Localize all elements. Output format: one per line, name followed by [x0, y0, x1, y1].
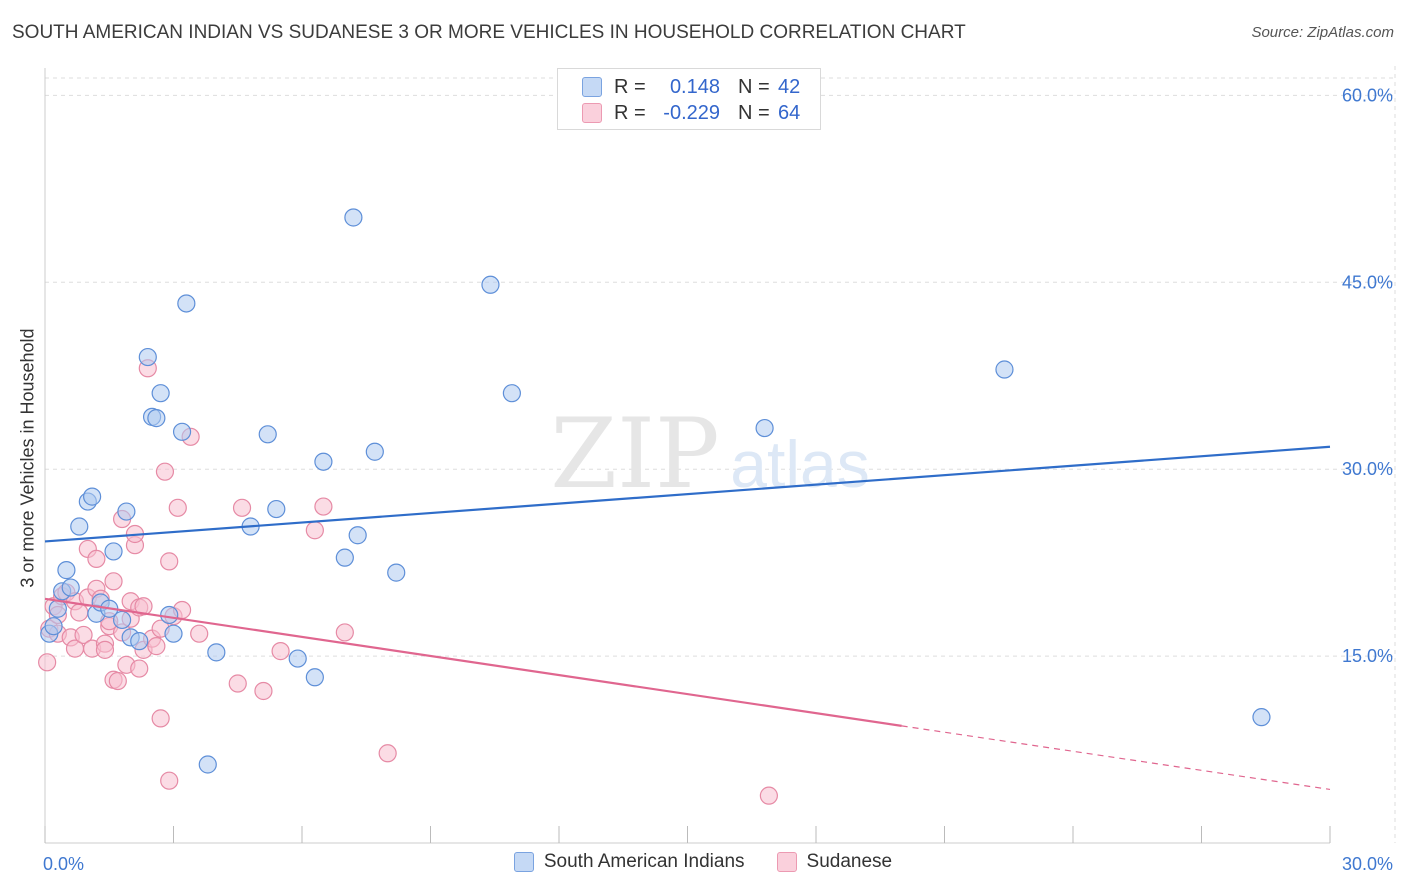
south-american-indians-point — [344, 208, 363, 227]
south-american-indians-point — [305, 668, 324, 687]
tick-labels: 15.0% 30.0% 45.0% 60.0% 0.0% 30.0% — [43, 85, 1393, 874]
south-american-indians-point — [48, 599, 67, 618]
r-label: R = — [614, 75, 646, 98]
south-american-indians-point — [1252, 708, 1271, 727]
n-value: 42 — [778, 75, 801, 98]
legend-row-sudanese: R = -0.229 N = 64 — [582, 100, 800, 126]
south-american-indians-point — [44, 617, 63, 636]
south-american-indians-point — [112, 610, 132, 630]
south-american-indians-point — [130, 632, 149, 651]
south-american-indians-point — [314, 452, 333, 471]
series-legend: South American Indians Sudanese — [0, 851, 1406, 873]
legend-label: South American Indians — [543, 851, 745, 872]
x-tick-label-min: 0.0% — [43, 854, 84, 874]
south-american-indians-point — [151, 384, 170, 403]
sudanese-point — [108, 671, 127, 691]
south-american-indians-trend-line — [44, 445, 1331, 543]
south-american-indians-point — [258, 425, 277, 444]
south-american-indians-point — [365, 442, 384, 461]
sudanese-point — [130, 659, 149, 678]
sudanese-point — [168, 498, 187, 517]
correlation-legend: R = 0.148 N = 42 R = -0.229 N = 64 — [557, 68, 821, 130]
r-value: 0.148 — [669, 75, 720, 98]
south-american-indians-point — [481, 275, 500, 294]
y-tick-label: 15.0% — [1342, 646, 1393, 666]
legend-item-south-american-indians: South American Indians — [513, 851, 745, 873]
sudanese-point — [254, 681, 273, 701]
sudanese-point — [134, 597, 153, 616]
watermark: ZIP atlas — [550, 398, 869, 510]
sudanese-point — [147, 637, 166, 656]
r-label: R = — [614, 101, 646, 124]
sudanese-point — [70, 603, 89, 622]
south-american-indians-point — [160, 605, 179, 625]
gridlines — [45, 66, 1396, 843]
blue-swatch — [513, 852, 534, 872]
south-american-indians-point — [267, 499, 286, 519]
south-american-indians-point — [288, 649, 307, 668]
sudanese-point — [160, 552, 179, 571]
sudanese-point — [151, 709, 170, 728]
legend-item-sudanese: Sudanese — [776, 851, 893, 873]
south-american-indians-point — [502, 384, 521, 403]
n-value: 64 — [778, 101, 801, 124]
south-american-indians-point — [995, 360, 1014, 379]
blue-swatch — [582, 77, 602, 97]
source-label: Source: ZipAtlas.com — [1251, 24, 1394, 41]
y-tick-label: 45.0% — [1342, 272, 1393, 292]
south-american-indians-point — [57, 561, 76, 580]
south-american-indians-point — [755, 418, 774, 438]
sudanese-point — [759, 786, 778, 805]
sudanese-point — [87, 549, 106, 569]
sudanese-point — [314, 497, 333, 516]
watermark-zip: ZIP — [550, 398, 719, 510]
sudanese-trend-line — [44, 597, 902, 727]
south-american-indians-point — [348, 526, 367, 545]
sudanese-point — [305, 521, 324, 540]
sudanese-point — [38, 653, 57, 672]
sudanese-point — [335, 623, 354, 642]
chart-title: SOUTH AMERICAN INDIAN VS SUDANESE 3 OR M… — [12, 22, 966, 43]
south-american-indians-point — [335, 548, 354, 567]
legend-label: Sudanese — [806, 851, 893, 872]
sudanese-trend-line-extension — [901, 725, 1331, 791]
legend-row-south-american-indians: R = 0.148 N = 42 — [582, 74, 800, 100]
sudanese-point — [271, 642, 290, 661]
sudanese-point — [104, 572, 123, 591]
n-label: N = — [738, 75, 770, 98]
pink-swatch — [582, 103, 602, 123]
sudanese-point — [228, 674, 247, 693]
r-value: -0.229 — [663, 101, 720, 124]
sudanese-point — [190, 624, 209, 643]
south-american-indians-points — [40, 208, 1271, 774]
south-american-indians-point — [83, 487, 102, 506]
south-american-indians-point — [117, 502, 136, 521]
south-american-indians-point — [198, 755, 217, 774]
south-american-indians-point — [70, 517, 89, 536]
south-american-indians-point — [147, 409, 166, 428]
south-american-indians-point — [104, 542, 123, 561]
y-axis-label: 3 or more Vehicles in Household — [17, 328, 38, 588]
south-american-indians-point — [172, 422, 192, 441]
south-american-indians-point — [177, 294, 196, 313]
south-american-indians-point — [138, 347, 157, 367]
y-tick-label: 30.0% — [1342, 459, 1393, 479]
south-american-indians-point — [207, 643, 226, 662]
sudanese-point — [378, 744, 397, 763]
sudanese-point — [95, 640, 115, 659]
south-american-indians-point — [61, 578, 80, 597]
sudanese-point — [74, 625, 93, 645]
south-american-indians-point — [164, 624, 183, 643]
n-label: N = — [738, 101, 770, 124]
south-american-indians-point — [387, 563, 406, 582]
x-tick-label-max: 30.0% — [1342, 854, 1393, 874]
sudanese-point — [160, 771, 179, 790]
sudanese-point — [232, 498, 252, 517]
axes — [44, 68, 1331, 844]
trend-lines — [44, 445, 1331, 791]
pink-swatch — [776, 852, 797, 872]
sudanese-point — [155, 462, 175, 481]
y-tick-label: 60.0% — [1342, 85, 1393, 105]
